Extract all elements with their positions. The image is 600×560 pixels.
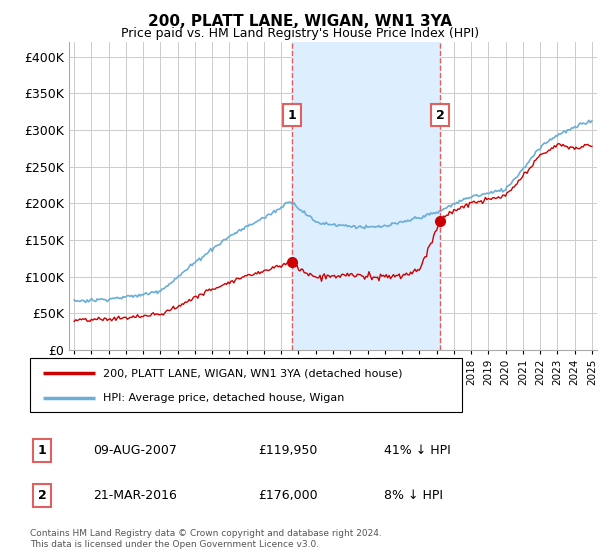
Text: £176,000: £176,000 (258, 489, 317, 502)
Text: 09-AUG-2007: 09-AUG-2007 (93, 444, 177, 458)
Text: 1: 1 (287, 109, 296, 122)
Text: Contains HM Land Registry data © Crown copyright and database right 2024.
This d: Contains HM Land Registry data © Crown c… (30, 529, 382, 549)
Text: 8% ↓ HPI: 8% ↓ HPI (384, 489, 443, 502)
Text: 41% ↓ HPI: 41% ↓ HPI (384, 444, 451, 458)
FancyBboxPatch shape (30, 358, 462, 412)
Text: 2: 2 (436, 109, 445, 122)
Text: 21-MAR-2016: 21-MAR-2016 (93, 489, 177, 502)
Text: HPI: Average price, detached house, Wigan: HPI: Average price, detached house, Wiga… (103, 393, 345, 403)
Text: Price paid vs. HM Land Registry's House Price Index (HPI): Price paid vs. HM Land Registry's House … (121, 27, 479, 40)
Text: £119,950: £119,950 (258, 444, 317, 458)
Text: 200, PLATT LANE, WIGAN, WN1 3YA (detached house): 200, PLATT LANE, WIGAN, WN1 3YA (detache… (103, 368, 403, 379)
Text: 1: 1 (38, 444, 46, 458)
Bar (292, 42, 440, 350)
Text: 2: 2 (38, 489, 46, 502)
Text: 200, PLATT LANE, WIGAN, WN1 3YA: 200, PLATT LANE, WIGAN, WN1 3YA (148, 14, 452, 29)
